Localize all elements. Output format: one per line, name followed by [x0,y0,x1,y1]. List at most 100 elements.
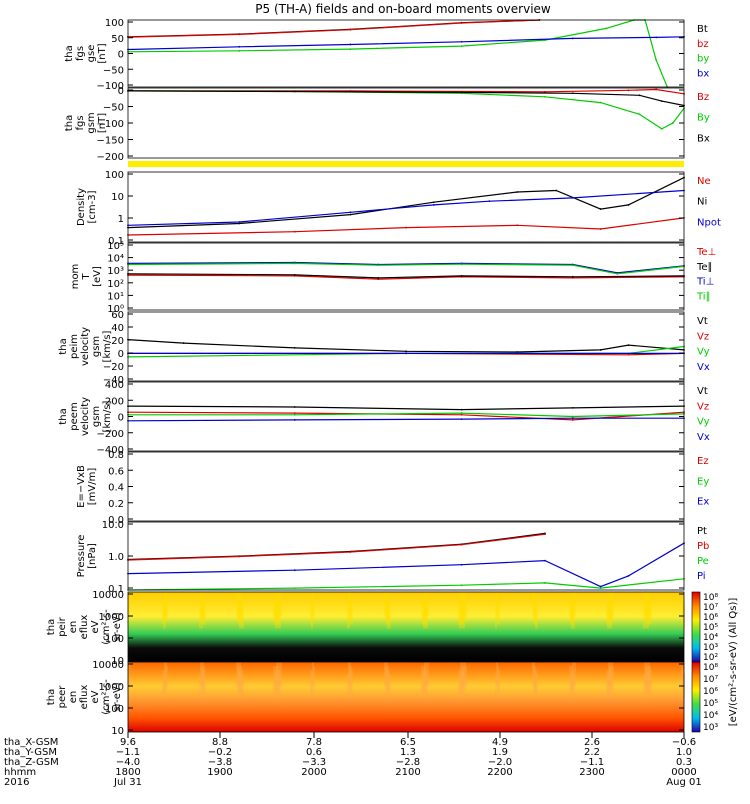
x-axis-row-label: tha_Y-GSM [4,747,57,758]
y-tick-label: 10 [111,656,124,667]
y-axis-label-line: sr-eV) [112,682,123,711]
data-point [460,413,463,416]
spectrogram-streak [496,662,498,687]
spectrogram-streak [202,670,206,695]
spectrogram-streak [162,600,165,625]
legend-label-Ey: Ey [697,476,709,487]
spectrogram-streak [682,600,684,625]
series-line-by [127,19,668,88]
y-axis-label-line: Density [76,188,87,226]
y-axis-label-line: T [81,273,92,281]
y-tick-label: −400 [97,445,124,456]
data-point [660,100,663,103]
data-point [293,273,296,276]
y-axis-label-line: [km/s] [102,400,113,432]
y-tick-label: 1 [118,214,124,225]
colorbar-title: [eV/(cm²-s-sr-eV) (All Qs)] [728,598,739,727]
data-point [432,201,435,204]
spectrogram-streak [350,670,353,695]
panel-frame [127,242,685,311]
series-line-Pe [127,578,685,591]
spectrogram-streak [498,670,500,695]
spectrogram-streak [200,662,204,687]
data-point [238,222,241,225]
y-axis-label-line: tha [46,619,57,635]
x-axis-value: Aug 01 [666,777,701,788]
series-line-Vt [127,405,685,411]
y-axis-label-line: gsm [91,406,102,427]
spectrogram-streak [423,604,428,629]
y-tick-label: 1000 [99,682,124,693]
y-axis-label-line: Pressure [76,535,87,578]
x-axis-value: −1.1 [116,747,140,758]
spectrogram-streak [274,600,280,625]
data-point [627,353,630,356]
spectrogram-streak [273,596,279,621]
y-axis-label-line: tha [46,689,57,705]
data-point [516,351,519,353]
data-point [460,563,463,566]
spectrogram-streak [458,670,464,695]
legend-label-Ni: Ni [697,197,707,208]
panel-frame [127,451,685,522]
y-tick-label: −50 [103,103,124,114]
data-point [599,349,602,351]
y-axis-label-line: velocity [80,327,91,366]
data-point [238,221,241,223]
data-point [349,551,352,553]
legend-label-Ti⊥: Ti⊥ [696,277,714,288]
y-tick-label: 10⁰ [107,304,124,315]
x-axis-value: 1.9 [492,747,508,758]
data-point [377,278,380,281]
x-axis-value: 2300 [579,767,604,778]
spectrogram-streak [199,674,203,699]
data-point [571,197,574,199]
y-tick-label: −200 [97,152,124,163]
x-axis-value: 1.3 [400,747,416,758]
y-tick-label: 10⁵ [107,241,124,252]
data-point [544,559,546,562]
spectrogram-streak [236,592,241,617]
legend-label-Pe: Pe [697,556,709,567]
y-tick-label: 10000 [92,590,124,601]
y-tick-label: 50 [111,34,124,45]
panel-peim-velocity: Vt Vz Vy Vx 60 40 20 0 −20 −40 tha peim velocity gsm[… [58,310,710,386]
y-axis-label-line: peir [57,616,68,636]
legend-label-Pi: Pi [697,571,706,582]
data-point [293,413,296,416]
legend-label-Te∥: Te∥ [696,262,713,273]
data-point [349,43,352,46]
spectrogram-streak [681,666,683,691]
y-axis-label-line: tha [64,115,75,131]
spectrogram-streak [570,670,574,695]
x-axis-value: −3.3 [302,757,326,768]
spectrogram-streak [495,604,497,629]
spectrogram-streak [461,596,467,621]
spectrogram-streak [162,670,165,695]
spectrogram-streak [385,596,389,621]
data-point [293,90,296,93]
spectrogram-streak [200,592,204,617]
x-axis-value: 2200 [487,767,512,778]
spectrogram-streak [349,666,352,691]
panel-frame [127,381,685,452]
panel-frame [127,171,685,243]
spectrogram-streak [533,666,536,691]
spectrogram-streak [607,674,612,699]
data-point [660,127,663,130]
spectrogram-streak [681,596,683,621]
quality-flag-bar [128,161,684,167]
x-axis-value: 2100 [395,767,420,778]
spectrogram-streak [164,662,167,687]
legend-label-Ex: Ex [697,497,709,508]
spectrogram-streak [532,662,535,687]
data-point [516,224,519,227]
y-tick-label: 10² [107,279,124,290]
spectrogram-streak [422,670,427,695]
x-axis-value: 2000 [301,767,326,778]
data-point [599,208,602,210]
spectrogram-streak [201,666,205,691]
